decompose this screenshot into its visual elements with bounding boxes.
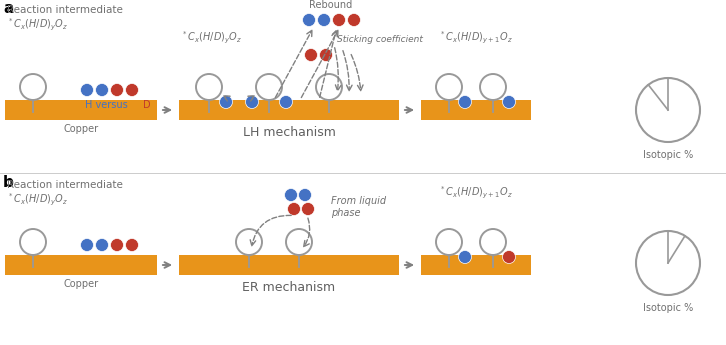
Text: H: H xyxy=(654,254,662,264)
Text: LH mechanism: LH mechanism xyxy=(242,126,335,139)
Text: Reaction intermediate: Reaction intermediate xyxy=(7,180,123,190)
Circle shape xyxy=(280,96,293,108)
Text: H versus: H versus xyxy=(85,99,131,109)
Circle shape xyxy=(480,74,506,100)
Circle shape xyxy=(316,74,342,100)
Circle shape xyxy=(333,13,346,27)
Circle shape xyxy=(110,238,123,252)
Text: $^*C_x(H/D)_yO_z$: $^*C_x(H/D)_yO_z$ xyxy=(7,192,68,208)
Circle shape xyxy=(20,74,46,100)
Text: Rebound: Rebound xyxy=(309,0,353,10)
Circle shape xyxy=(81,83,94,97)
Circle shape xyxy=(319,49,333,61)
Circle shape xyxy=(502,250,515,264)
Text: D: D xyxy=(658,87,666,97)
Circle shape xyxy=(96,83,108,97)
Circle shape xyxy=(81,238,94,252)
Text: Isotopic %: Isotopic % xyxy=(643,150,693,160)
Circle shape xyxy=(285,188,298,201)
Circle shape xyxy=(110,83,123,97)
Circle shape xyxy=(301,203,314,216)
Circle shape xyxy=(298,188,311,201)
Circle shape xyxy=(96,238,108,252)
Text: a: a xyxy=(3,1,13,16)
Bar xyxy=(5,255,157,275)
Circle shape xyxy=(286,229,312,255)
Circle shape xyxy=(636,78,700,142)
Circle shape xyxy=(459,250,471,264)
Bar xyxy=(5,100,157,120)
Circle shape xyxy=(126,238,139,252)
Circle shape xyxy=(219,96,232,108)
Circle shape xyxy=(20,229,46,255)
Text: $^*C_x(H/D)_yO_z$: $^*C_x(H/D)_yO_z$ xyxy=(7,17,68,33)
Circle shape xyxy=(196,74,222,100)
Bar xyxy=(179,100,399,120)
Bar xyxy=(421,255,531,275)
Text: Sticking coefficient: Sticking coefficient xyxy=(337,36,423,45)
Circle shape xyxy=(236,229,262,255)
Text: From liquid
phase: From liquid phase xyxy=(331,196,386,218)
Circle shape xyxy=(126,83,139,97)
Text: $^*C_x(H/D)_{y+1}O_z$: $^*C_x(H/D)_{y+1}O_z$ xyxy=(439,30,513,46)
Circle shape xyxy=(256,74,282,100)
Circle shape xyxy=(317,13,330,27)
Circle shape xyxy=(287,203,301,216)
Text: Isotopic %: Isotopic % xyxy=(643,303,693,313)
Text: H: H xyxy=(658,111,666,121)
Text: ER mechanism: ER mechanism xyxy=(242,281,335,294)
Circle shape xyxy=(502,96,515,108)
Text: Copper: Copper xyxy=(63,124,99,134)
Circle shape xyxy=(480,229,506,255)
Circle shape xyxy=(303,13,316,27)
Text: D: D xyxy=(143,99,150,109)
Circle shape xyxy=(245,96,258,108)
Circle shape xyxy=(436,74,462,100)
Text: Copper: Copper xyxy=(63,279,99,289)
Text: b: b xyxy=(3,175,14,190)
Text: Reaction intermediate: Reaction intermediate xyxy=(7,5,123,15)
Bar xyxy=(421,100,531,120)
Text: D: D xyxy=(669,240,677,250)
Bar xyxy=(179,255,399,275)
Circle shape xyxy=(436,229,462,255)
Text: $^*C_x(H/D)_{y+1}O_z$: $^*C_x(H/D)_{y+1}O_z$ xyxy=(439,185,513,201)
Circle shape xyxy=(459,96,471,108)
Circle shape xyxy=(348,13,361,27)
Text: $^*C_x(H/D)_yO_z$: $^*C_x(H/D)_yO_z$ xyxy=(181,30,242,46)
Circle shape xyxy=(636,231,700,295)
Circle shape xyxy=(304,49,317,61)
